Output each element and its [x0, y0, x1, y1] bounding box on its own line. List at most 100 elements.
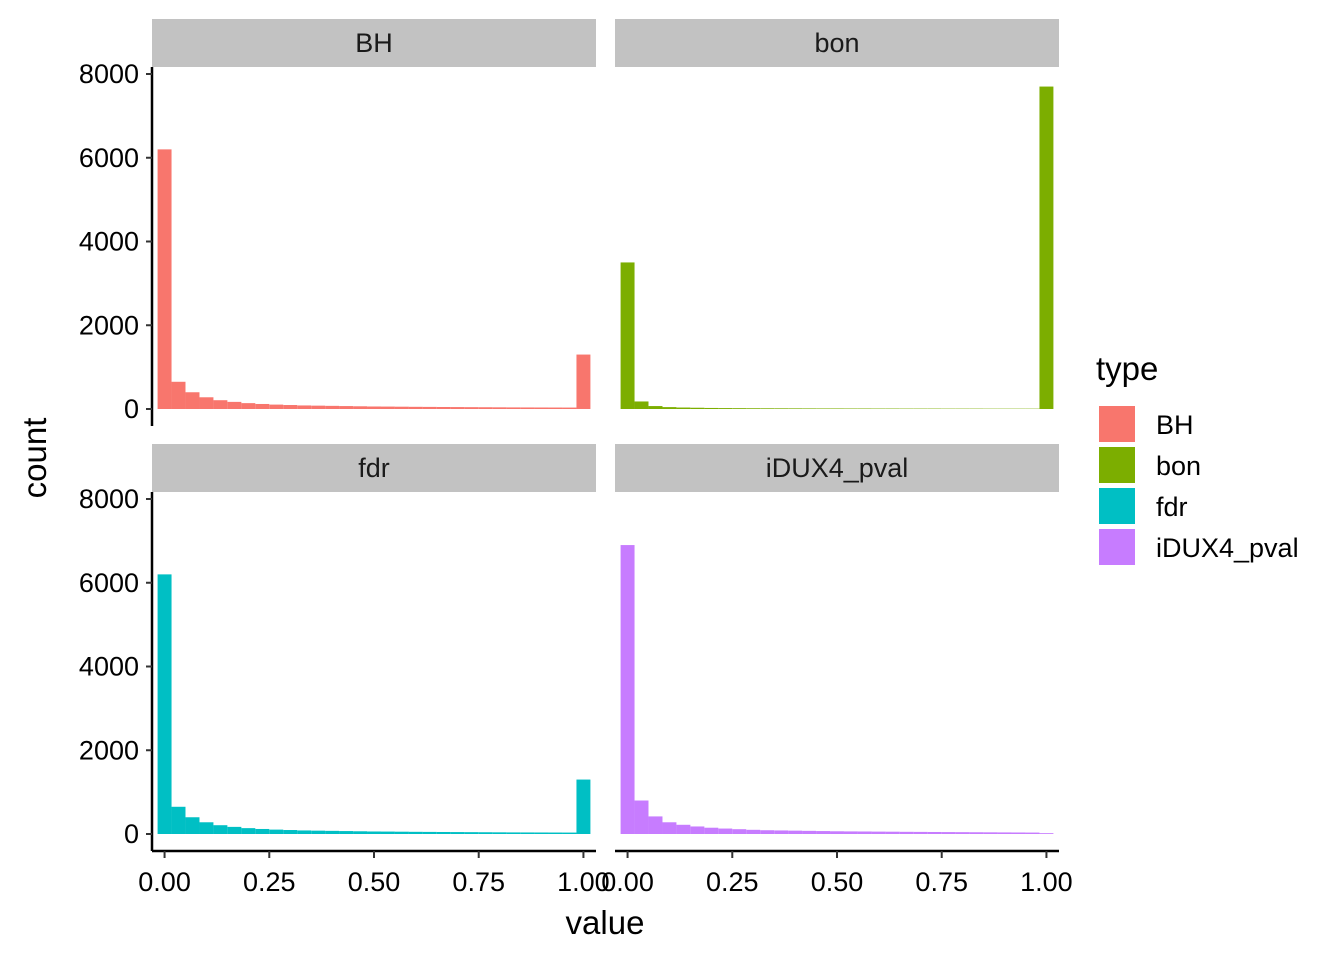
- histogram-bar: [844, 831, 858, 834]
- histogram-bar: [844, 408, 858, 409]
- histogram-bar: [942, 832, 956, 834]
- histogram-bar: [998, 832, 1012, 834]
- histogram-bar: [549, 408, 563, 409]
- y-tick-label: 8000: [79, 484, 139, 514]
- legend-swatch: [1099, 406, 1135, 442]
- histogram-bar: [381, 407, 395, 409]
- histogram-bar: [395, 407, 409, 409]
- histogram-bar: [479, 832, 493, 834]
- histogram-bar: [339, 831, 353, 834]
- histogram-bar: [535, 832, 549, 834]
- histogram-bar: [521, 832, 535, 834]
- x-tick-label: 0.75: [452, 867, 505, 897]
- x-tick-label: 0.00: [601, 867, 654, 897]
- histogram-bar: [886, 832, 900, 834]
- histogram-bar: [984, 832, 998, 834]
- histogram-bar: [255, 829, 269, 834]
- histogram-bar: [409, 832, 423, 834]
- legend-label: iDUX4_pval: [1156, 533, 1299, 563]
- histogram-bar: [746, 408, 760, 409]
- histogram-bar: [451, 832, 465, 834]
- histogram-bar: [970, 832, 984, 834]
- bars-fdr: [158, 574, 591, 834]
- histogram-bar: [802, 831, 816, 834]
- histogram-bar: [227, 402, 241, 409]
- histogram-bar: [269, 405, 283, 409]
- x-tick-label: 0.00: [138, 867, 191, 897]
- x-tick-label: 0.25: [243, 867, 296, 897]
- histogram-bar: [535, 407, 549, 409]
- histogram-bar: [662, 407, 676, 409]
- facet-panels: BH02000400060008000bonfdr020004000600080…: [79, 19, 1073, 897]
- histogram-bar: [914, 832, 928, 834]
- histogram-bar: [563, 833, 577, 834]
- histogram-bar: [186, 817, 200, 834]
- histogram-bar: [1039, 833, 1053, 834]
- histogram-bar: [635, 801, 649, 835]
- legend-label: fdr: [1156, 492, 1188, 522]
- histogram-bar: [732, 829, 746, 834]
- histogram-bar: [493, 832, 507, 834]
- histogram-bar: [635, 401, 649, 409]
- facet-strip-label: iDUX4_pval: [766, 453, 909, 483]
- bars-bon: [621, 87, 1054, 409]
- facet-panel-bon: bon: [615, 19, 1059, 409]
- histogram-bar: [227, 827, 241, 834]
- histogram-bar: [690, 826, 704, 834]
- histogram-bar: [621, 262, 635, 409]
- histogram-bar: [199, 822, 213, 834]
- histogram-bar: [283, 830, 297, 834]
- facet-strip-label: bon: [814, 28, 859, 58]
- histogram-bar: [802, 408, 816, 409]
- y-tick-label: 6000: [79, 568, 139, 598]
- histogram-bar: [325, 406, 339, 409]
- histogram-bar: [872, 832, 886, 834]
- legend-title: type: [1096, 350, 1158, 387]
- histogram-bar: [158, 574, 172, 834]
- y-tick-label: 4000: [79, 652, 139, 682]
- histogram-bar: [451, 407, 465, 409]
- histogram-bar: [718, 829, 732, 834]
- histogram-bar: [172, 807, 186, 834]
- histogram-bar: [830, 408, 844, 409]
- histogram-bar: [521, 407, 535, 409]
- histogram-bar: [311, 831, 325, 834]
- histogram-bar: [339, 406, 353, 409]
- bars-BH: [158, 149, 591, 409]
- histogram-bar: [704, 408, 718, 409]
- histogram-bar: [437, 407, 451, 409]
- x-axis-title: value: [566, 904, 645, 941]
- histogram-bar: [563, 408, 577, 409]
- facet-strip-label: BH: [355, 28, 393, 58]
- histogram-bar: [479, 407, 493, 409]
- histogram-bar: [507, 407, 521, 409]
- histogram-bar: [621, 545, 635, 834]
- y-tick-label: 8000: [79, 59, 139, 89]
- histogram-bar: [199, 397, 213, 409]
- histogram-bar: [676, 408, 690, 409]
- histogram-bar: [437, 832, 451, 834]
- y-tick-label: 2000: [79, 735, 139, 765]
- histogram-bar: [760, 830, 774, 834]
- histogram-bar: [649, 406, 663, 409]
- histogram-bar: [858, 831, 872, 834]
- histogram-bar: [746, 830, 760, 834]
- histogram-bar: [367, 406, 381, 409]
- histogram-bar: [241, 403, 255, 409]
- histogram-bar: [662, 822, 676, 834]
- histogram-bar: [213, 825, 227, 834]
- histogram-bar: [465, 407, 479, 409]
- histogram-bar: [172, 382, 186, 409]
- histogram-bar: [788, 408, 802, 409]
- y-tick-label: 6000: [79, 143, 139, 173]
- histogram-bar: [325, 831, 339, 834]
- histogram-bar: [690, 408, 704, 409]
- histogram-bar: [858, 408, 872, 409]
- histogram-bar: [774, 408, 788, 409]
- facet-strip-label: fdr: [358, 453, 390, 483]
- y-tick-label: 2000: [79, 310, 139, 340]
